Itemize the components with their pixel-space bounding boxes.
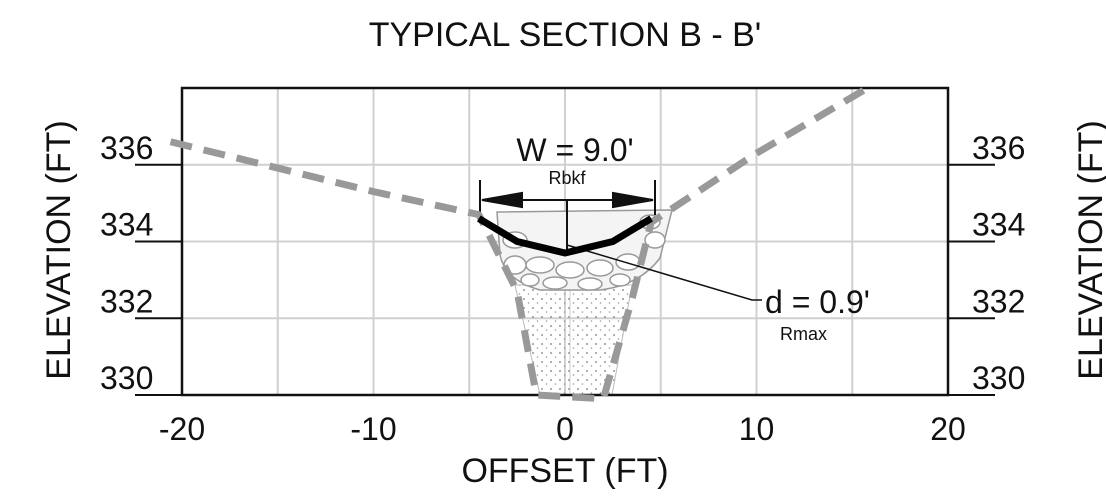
depth-label: d = 0.9'	[765, 284, 870, 320]
depth-subscript: Rmax	[780, 324, 827, 344]
x-tick-label: 20	[930, 411, 966, 447]
y-tick-label-right: 336	[972, 130, 1025, 166]
x-tick-label: -20	[159, 411, 205, 447]
chart-title: TYPICAL SECTION B - B'	[369, 16, 762, 54]
width-subscript: Rbkf	[548, 168, 586, 188]
width-dimension	[479, 180, 656, 250]
x-tick-label: 0	[556, 411, 574, 447]
channel-line	[477, 215, 653, 257]
y-tick-label: 336	[100, 130, 153, 166]
x-tick-label: -10	[350, 411, 396, 447]
y-tick-label: 330	[100, 360, 153, 396]
y-axis-label-right: ELEVATION (FT)	[1072, 120, 1106, 379]
y-tick-label-right: 334	[972, 207, 1025, 243]
y-tick-label: 334	[100, 207, 153, 243]
y-tick-label-right: 330	[972, 360, 1025, 396]
x-axis-label: OFFSET (FT)	[461, 452, 668, 490]
depth-leader	[566, 244, 762, 301]
y-tick-label-right: 332	[972, 283, 1025, 319]
width-label: W = 9.0'	[516, 132, 633, 168]
existing-ground-line	[169, 84, 870, 403]
x-tick-label: 10	[739, 411, 775, 447]
y-tick-label: 332	[100, 283, 153, 319]
y-axis-label: ELEVATION (FT)	[40, 120, 78, 379]
